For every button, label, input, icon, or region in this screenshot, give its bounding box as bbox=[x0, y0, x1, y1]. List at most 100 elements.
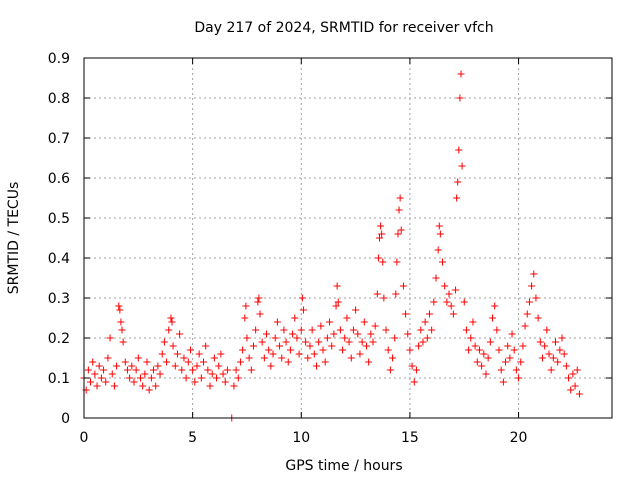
data-point bbox=[562, 362, 570, 370]
data-point bbox=[326, 318, 334, 326]
data-point bbox=[554, 358, 562, 366]
data-point bbox=[395, 206, 403, 214]
data-point bbox=[234, 374, 242, 382]
data-point bbox=[243, 334, 251, 342]
data-point bbox=[560, 350, 568, 358]
data-point bbox=[249, 342, 257, 350]
data-point bbox=[247, 366, 255, 374]
data-point bbox=[202, 342, 210, 350]
data-point bbox=[206, 382, 214, 390]
y-tick-label: 0.8 bbox=[48, 91, 70, 107]
data-point bbox=[399, 282, 407, 290]
data-point bbox=[273, 318, 281, 326]
data-point bbox=[392, 290, 400, 298]
chart-title: Day 217 of 2024, SRMTID for receiver vfc… bbox=[194, 20, 493, 36]
data-point bbox=[435, 222, 443, 230]
data-point bbox=[394, 230, 402, 238]
x-tick-label: 0 bbox=[80, 430, 89, 446]
data-point bbox=[176, 330, 184, 338]
x-tick-label: 5 bbox=[188, 430, 197, 446]
data-point bbox=[333, 282, 341, 290]
data-point bbox=[549, 354, 557, 362]
data-point bbox=[312, 362, 320, 370]
data-point bbox=[189, 366, 197, 374]
x-tick-label: 10 bbox=[292, 430, 310, 446]
data-point bbox=[304, 354, 312, 362]
data-point bbox=[152, 382, 160, 390]
data-point bbox=[569, 370, 577, 378]
data-point bbox=[241, 314, 249, 322]
data-point bbox=[396, 194, 404, 202]
data-point bbox=[256, 310, 264, 318]
data-point bbox=[499, 378, 507, 386]
data-point bbox=[455, 146, 463, 154]
data-point bbox=[341, 334, 349, 342]
data-point bbox=[556, 346, 564, 354]
y-tick-label: 0.6 bbox=[48, 171, 70, 187]
data-point bbox=[230, 382, 238, 390]
data-point bbox=[480, 350, 488, 358]
data-point bbox=[145, 386, 153, 394]
data-point bbox=[525, 298, 533, 306]
data-point bbox=[282, 338, 290, 346]
data-point bbox=[106, 334, 114, 342]
y-tick-label: 0.3 bbox=[48, 291, 70, 307]
data-point bbox=[254, 298, 262, 306]
data-point bbox=[239, 346, 247, 354]
data-point bbox=[156, 370, 164, 378]
data-point bbox=[197, 374, 205, 382]
y-tick-label: 0.7 bbox=[48, 131, 70, 147]
data-point bbox=[186, 346, 194, 354]
data-point bbox=[534, 314, 542, 322]
data-point bbox=[310, 350, 318, 358]
data-point bbox=[389, 354, 397, 362]
data-point bbox=[415, 342, 423, 350]
data-point bbox=[191, 378, 199, 386]
y-tick-label: 0.2 bbox=[48, 331, 70, 347]
data-point bbox=[123, 366, 131, 374]
data-point bbox=[536, 338, 544, 346]
data-point bbox=[330, 330, 338, 338]
data-point bbox=[575, 390, 583, 398]
data-point bbox=[412, 366, 420, 374]
data-point bbox=[204, 366, 212, 374]
data-point bbox=[110, 382, 118, 390]
data-point bbox=[102, 378, 110, 386]
data-point bbox=[376, 234, 384, 242]
data-point bbox=[354, 330, 362, 338]
data-point bbox=[267, 362, 275, 370]
data-point bbox=[217, 350, 225, 358]
data-point bbox=[454, 178, 462, 186]
data-point bbox=[356, 350, 364, 358]
data-point bbox=[319, 346, 327, 354]
data-point bbox=[84, 366, 92, 374]
data-point bbox=[193, 362, 201, 370]
x-tick-label: 20 bbox=[510, 430, 528, 446]
data-point bbox=[280, 326, 288, 334]
data-point bbox=[332, 302, 340, 310]
data-point bbox=[195, 350, 203, 358]
data-point bbox=[502, 358, 510, 366]
data-point bbox=[488, 314, 496, 322]
data-point bbox=[473, 358, 481, 366]
data-point bbox=[118, 326, 126, 334]
data-point bbox=[158, 350, 166, 358]
data-point bbox=[365, 358, 373, 366]
data-point bbox=[465, 346, 473, 354]
y-tick-label: 0.4 bbox=[48, 251, 70, 267]
data-point bbox=[173, 350, 181, 358]
data-point bbox=[482, 370, 490, 378]
data-point bbox=[349, 326, 357, 334]
data-point bbox=[521, 322, 529, 330]
data-point bbox=[132, 366, 140, 374]
data-point bbox=[113, 362, 121, 370]
data-point bbox=[371, 322, 379, 330]
data-point bbox=[469, 318, 477, 326]
data-point bbox=[258, 338, 266, 346]
data-point bbox=[89, 358, 97, 366]
y-tick-label: 0 bbox=[61, 411, 70, 427]
data-point bbox=[391, 334, 399, 342]
data-point bbox=[136, 374, 144, 382]
data-point bbox=[150, 366, 158, 374]
